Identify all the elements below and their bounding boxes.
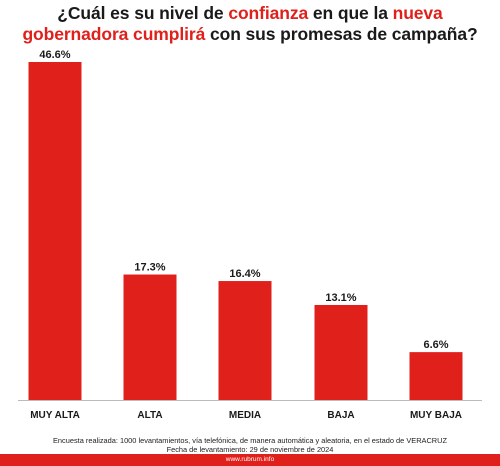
bar-value-label: 17.3% [134,262,165,274]
x-tick-label: MUY ALTA [30,410,80,421]
title-segment-highlight: confianza [228,3,309,23]
chart-title: ¿Cuál es su nivel de confianza en que la… [0,3,500,45]
survey-date: Fecha de levantamiento: 29 de noviembre … [166,445,334,454]
bar [409,352,463,400]
bar-value-label: 6.6% [423,339,448,351]
chart-title-line-2: gobernadora cumplirá con sus promesas de… [0,24,500,45]
x-tick-label: MEDIA [229,410,261,421]
source-link[interactable]: www.rubrum.info [225,456,275,463]
title-segment-highlight: gobernadora cumplirá [22,24,206,44]
bar-value-label: 16.4% [229,268,260,280]
title-segment: ¿Cuál es su nivel de [57,3,229,23]
chart-title-line-1: ¿Cuál es su nivel de confianza en que la… [0,3,500,24]
source-bar: www.rubrum.info [0,454,500,466]
title-segment: en que la [308,3,393,23]
bar [28,62,82,400]
title-segment: con sus promesas de campaña? [205,24,478,44]
x-tick-label: ALTA [137,410,162,421]
bar-value-label: 13.1% [325,292,356,304]
bar [123,274,177,400]
survey-note: Encuesta realizada: 1000 levantamientos,… [53,436,447,445]
bar [314,304,368,400]
x-tick-label: BAJA [327,410,354,421]
bar [218,281,272,400]
x-tick-label: MUY BAJA [410,410,462,421]
title-segment-highlight: nueva [392,3,443,23]
bar-value-label: 46.6% [39,49,70,61]
